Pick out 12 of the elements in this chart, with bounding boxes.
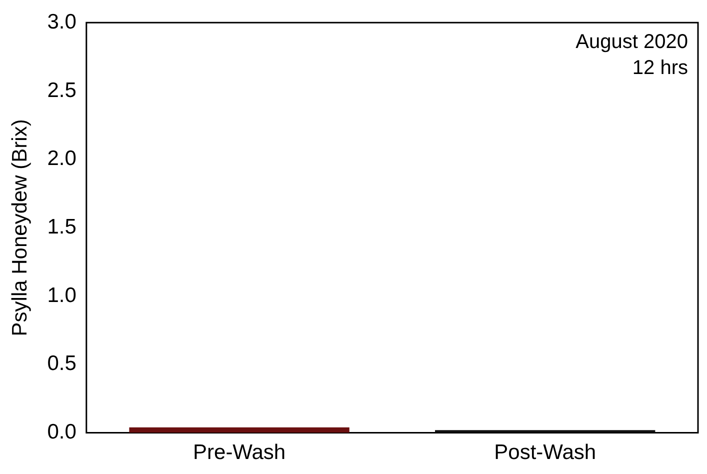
y-tick-label: 0.5 [47,352,76,376]
x-tick-label: Pre-Wash [193,441,286,464]
y-tick-label: 2.0 [47,147,76,170]
y-tick-label: 0.0 [47,420,76,444]
y-tick-label: 2.5 [47,78,76,102]
y-tick-label: 1.5 [47,215,76,238]
y-axis-title: Psylla Honeydew (Brix) [8,119,32,336]
x-tick-label: Post-Wash [494,441,596,464]
annotation: 12 hrs [632,57,688,80]
y-tick-label: 3.0 [47,10,76,34]
annotation: August 2020 [576,31,688,54]
y-tick-label: 1.0 [47,284,76,307]
